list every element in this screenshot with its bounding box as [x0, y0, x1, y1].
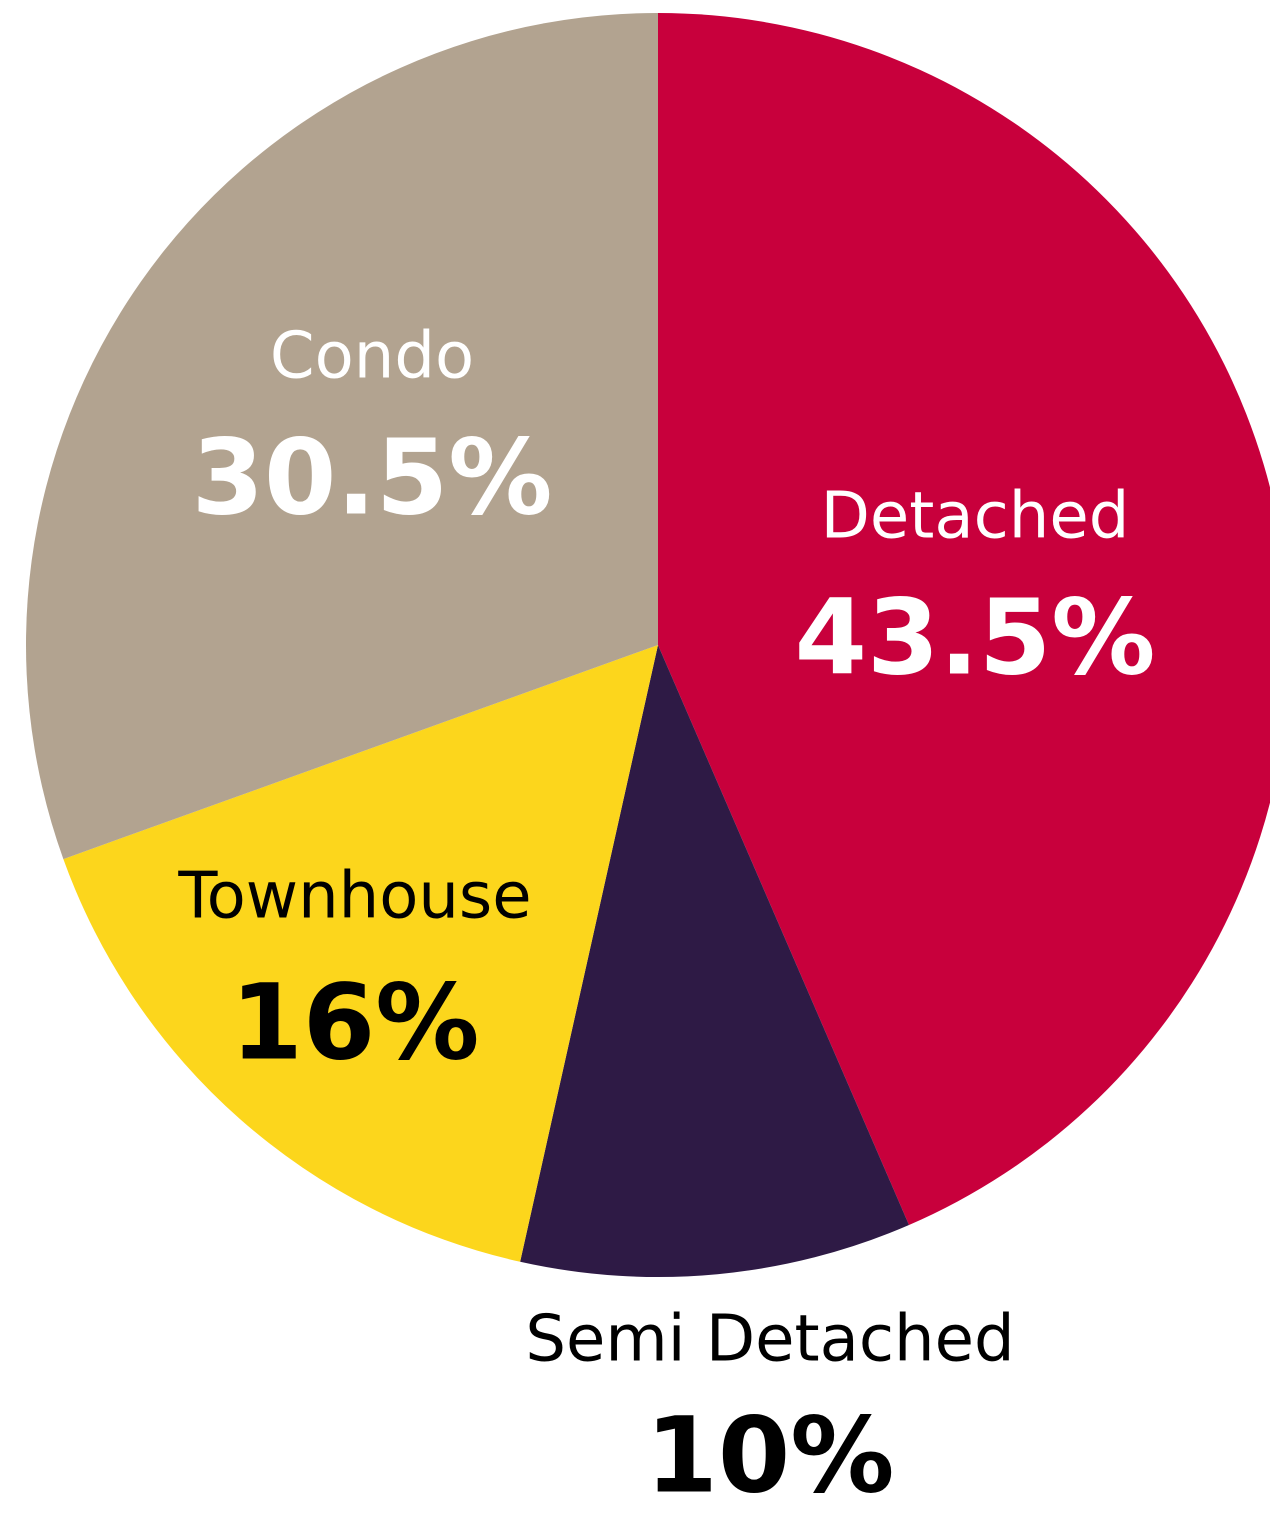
slice-name: Detached [821, 480, 1130, 554]
pie-slice [63, 645, 659, 1262]
slice-name: Semi Detached [525, 1303, 1014, 1377]
slice-name: Condo [270, 320, 474, 394]
pie-slice [658, 13, 1270, 1226]
slice-name: Townhouse [177, 860, 531, 934]
slice-value: 10% [646, 1394, 895, 1516]
pie-slice [520, 645, 909, 1278]
slice-value: 43.5% [795, 576, 1156, 698]
slice-value: 16% [231, 961, 480, 1083]
pie-slice [25, 13, 659, 860]
slice-value: 30.5% [192, 416, 553, 538]
